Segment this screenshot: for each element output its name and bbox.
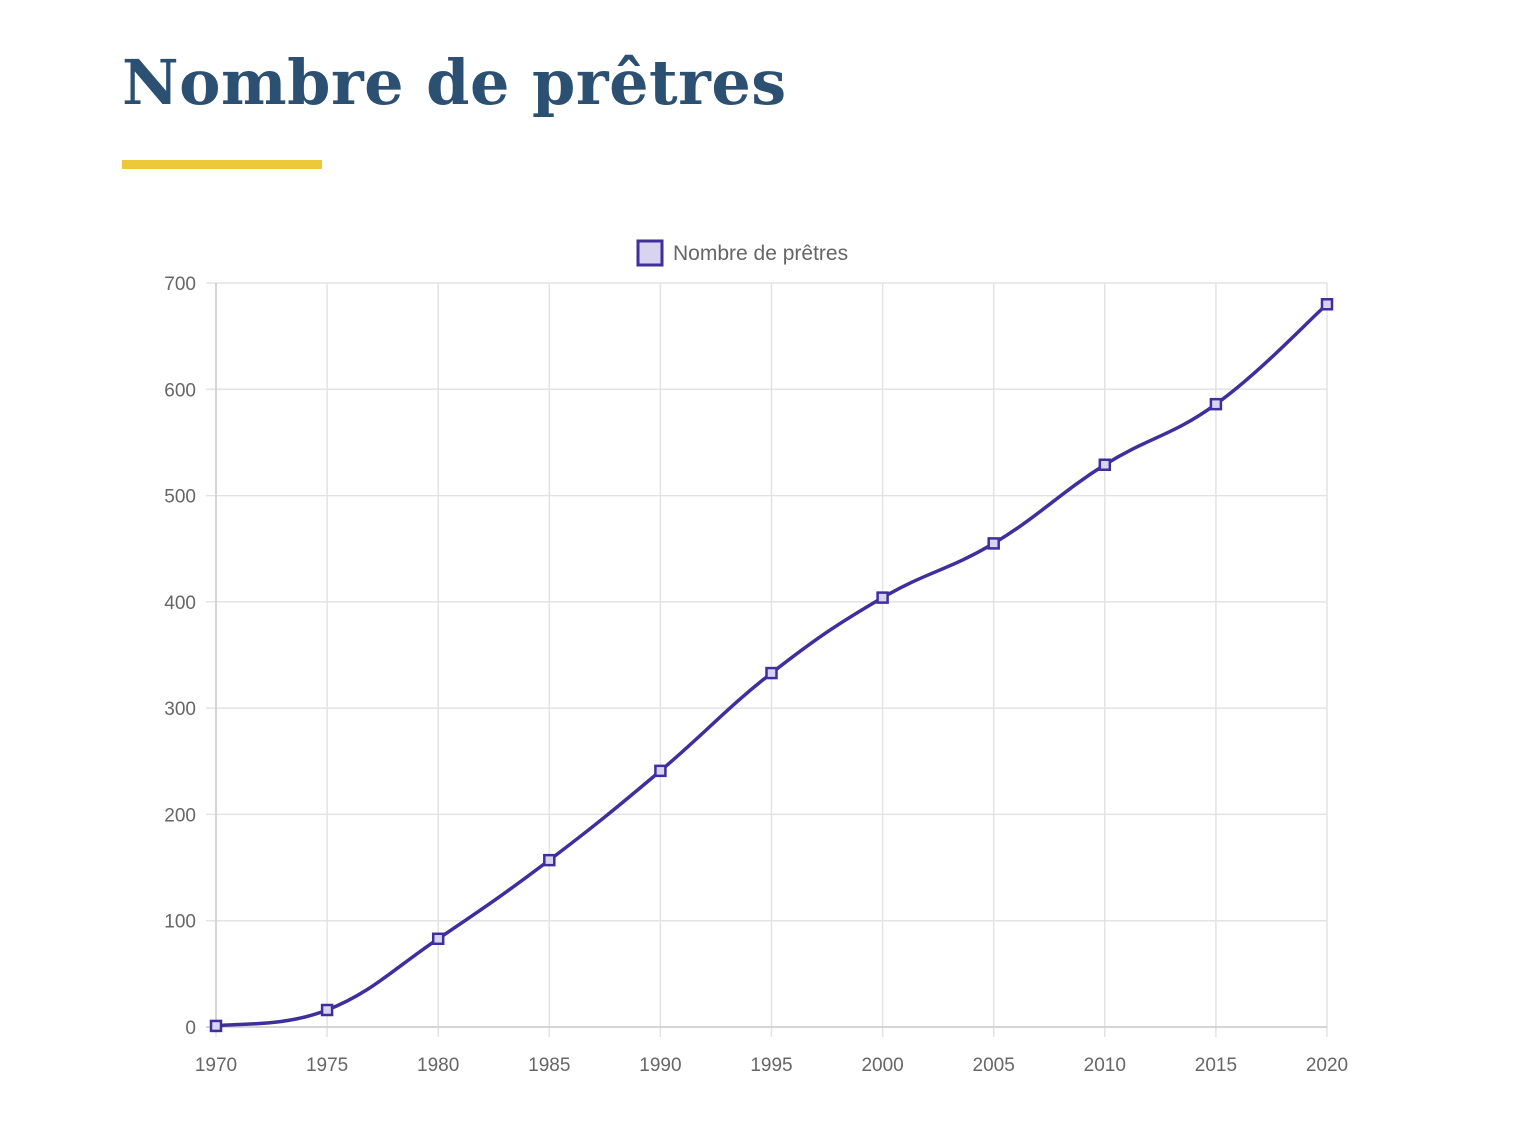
data-point[interactable] [765,666,778,680]
y-tick-label: 500 [164,487,196,508]
data-point[interactable] [1320,298,1334,311]
data-point[interactable] [543,853,556,867]
x-tick-label: 2015 [1195,1055,1237,1076]
y-tick-label: 100 [164,912,196,933]
y-tick-label: 0 [185,1018,196,1039]
data-point[interactable] [987,537,1000,550]
x-tick-label: 1980 [417,1055,459,1076]
y-tick-label: 400 [164,593,196,614]
chart-grid [206,282,1328,1037]
y-tick-label: 200 [164,805,196,826]
x-tick-label: 2000 [861,1055,903,1076]
title-underline [122,160,322,169]
x-tick-label: 2020 [1306,1055,1348,1076]
x-tick-label: 1990 [639,1055,681,1076]
data-point[interactable] [431,932,445,946]
chart-series [209,298,1334,1033]
x-tick-label: 1975 [306,1055,348,1076]
data-point[interactable] [1098,458,1112,471]
x-tick-label: 1985 [528,1055,570,1076]
y-tick-label: 700 [164,274,196,295]
data-point[interactable] [320,1003,334,1017]
chart-axes: 0 100 200 300 400 500 600 700 1970 1975 1980 1985 19… [164,274,1348,1076]
x-tick-label: 2005 [973,1055,1015,1076]
legend-swatch[interactable] [636,239,664,267]
x-tick-label: 1995 [750,1055,792,1076]
page-title: Nombre de prêtres [122,46,787,119]
y-tick-label: 300 [164,699,196,720]
x-tick-label: 1970 [195,1055,237,1076]
data-point[interactable] [654,764,667,778]
chart-legend[interactable]: Nombre de prêtres [636,239,848,267]
data-point[interactable] [876,591,889,604]
data-point[interactable] [209,1019,223,1033]
legend-label[interactable]: Nombre de prêtres [673,242,848,265]
y-tick-label: 600 [164,380,196,401]
data-point[interactable] [1209,397,1223,411]
x-tick-label: 2010 [1084,1055,1126,1076]
